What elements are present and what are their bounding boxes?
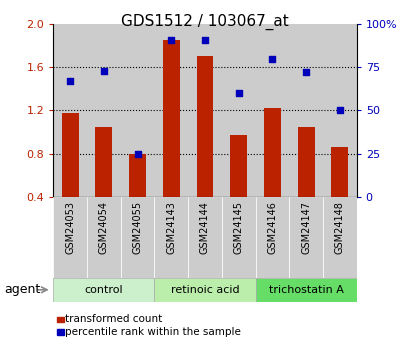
- FancyBboxPatch shape: [255, 197, 289, 278]
- FancyBboxPatch shape: [87, 197, 120, 278]
- Bar: [62, 112, 79, 197]
- Point: [268, 56, 275, 61]
- Bar: [53, 24, 87, 197]
- Bar: [188, 24, 221, 197]
- Bar: [120, 24, 154, 197]
- Point: [100, 68, 107, 73]
- Bar: [53, 24, 87, 197]
- Bar: [297, 127, 314, 197]
- Text: GSM24055: GSM24055: [132, 201, 142, 254]
- Text: GSM24146: GSM24146: [267, 201, 277, 254]
- Bar: [53, 278, 154, 302]
- FancyBboxPatch shape: [53, 197, 87, 278]
- FancyBboxPatch shape: [120, 197, 154, 278]
- Text: GSM24147: GSM24147: [300, 201, 310, 254]
- Bar: [289, 24, 322, 197]
- Bar: [263, 108, 280, 197]
- Bar: [154, 24, 188, 197]
- Bar: [87, 24, 120, 197]
- Bar: [330, 147, 347, 197]
- Bar: [95, 127, 112, 197]
- FancyBboxPatch shape: [322, 197, 356, 278]
- Point: [67, 78, 73, 84]
- Text: control: control: [84, 285, 123, 295]
- Bar: [188, 24, 221, 197]
- Bar: [221, 24, 255, 197]
- Text: GSM24148: GSM24148: [334, 201, 344, 254]
- Bar: [129, 154, 146, 197]
- Bar: [162, 40, 179, 197]
- Text: trichostatin A: trichostatin A: [268, 285, 343, 295]
- Bar: [221, 24, 255, 197]
- Text: agent: agent: [4, 283, 40, 296]
- Text: GSM24053: GSM24053: [65, 201, 75, 254]
- Point: [201, 37, 208, 42]
- Bar: [289, 24, 322, 197]
- FancyBboxPatch shape: [188, 197, 221, 278]
- Text: GSM24144: GSM24144: [200, 201, 209, 254]
- Point: [168, 37, 174, 42]
- Bar: [255, 24, 289, 197]
- Text: GSM24143: GSM24143: [166, 201, 176, 254]
- Text: transformed count: transformed count: [65, 314, 162, 324]
- Text: percentile rank within the sample: percentile rank within the sample: [65, 327, 240, 337]
- Point: [235, 90, 241, 96]
- Point: [336, 108, 342, 113]
- Text: GDS1512 / 103067_at: GDS1512 / 103067_at: [121, 14, 288, 30]
- Bar: [154, 278, 255, 302]
- Bar: [322, 24, 356, 197]
- Bar: [322, 24, 356, 197]
- Bar: [255, 24, 289, 197]
- Text: retinoic acid: retinoic acid: [170, 285, 239, 295]
- FancyBboxPatch shape: [221, 197, 255, 278]
- Bar: [120, 24, 154, 197]
- Text: GSM24145: GSM24145: [233, 201, 243, 254]
- FancyBboxPatch shape: [289, 197, 322, 278]
- Bar: [255, 278, 356, 302]
- Bar: [154, 24, 188, 197]
- Bar: [230, 135, 247, 197]
- Bar: [87, 24, 120, 197]
- FancyBboxPatch shape: [154, 197, 188, 278]
- Text: GSM24054: GSM24054: [99, 201, 109, 254]
- Point: [302, 70, 309, 75]
- Point: [134, 151, 141, 156]
- Bar: [196, 57, 213, 197]
